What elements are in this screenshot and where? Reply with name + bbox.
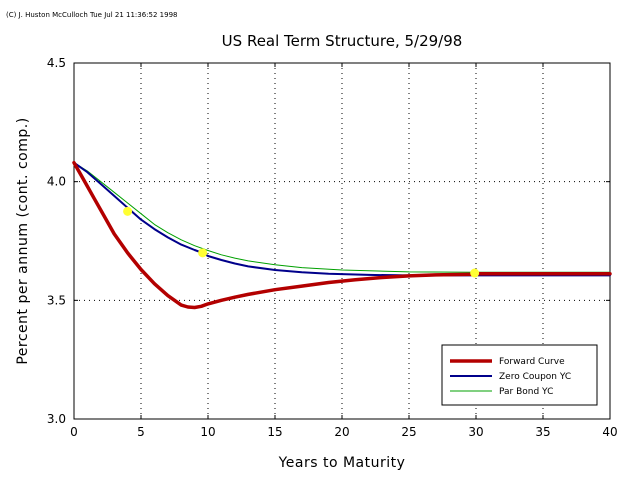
chart-title: US Real Term Structure, 5/29/98 <box>222 32 463 50</box>
legend-entry: Forward Curve <box>499 357 565 367</box>
copyright-notice: (C) J. Huston McCulloch Tue Jul 21 11:36… <box>6 11 177 19</box>
x-tick-label: 40 <box>602 425 617 439</box>
x-tick-label: 0 <box>70 425 78 439</box>
y-tick-label: 3.5 <box>47 293 66 307</box>
legend-entry: Par Bond YC <box>499 387 553 397</box>
legend: Forward Curve Zero Coupon YC Par Bond YC <box>441 344 598 406</box>
forward-curve-line <box>72 160 612 310</box>
y-axis-label: Percent per annum (cont. comp.) <box>15 117 31 364</box>
x-tick-label: 35 <box>535 425 550 439</box>
y-tick-label: 4.5 <box>47 56 66 70</box>
maturity-marker <box>198 248 208 258</box>
maturity-marker <box>123 206 133 216</box>
x-tick-label: 10 <box>200 425 215 439</box>
par-bond-yc-line <box>73 162 611 273</box>
y-tick-label: 3.0 <box>47 412 66 426</box>
zero-coupon-yc-line <box>73 161 611 277</box>
data-series <box>72 160 612 310</box>
x-axis-label: Years to Maturity <box>278 455 406 471</box>
x-tick-label: 30 <box>468 425 483 439</box>
data-markers <box>123 206 480 278</box>
x-tick-label: 20 <box>334 425 349 439</box>
x-tick-label: 15 <box>267 425 282 439</box>
x-tick-label: 25 <box>401 425 416 439</box>
x-tick-label: 5 <box>137 425 145 439</box>
maturity-marker <box>470 268 480 278</box>
legend-entry: Zero Coupon YC <box>499 372 571 382</box>
axis-ticks: 0 5 10 15 20 25 30 35 40 3.0 3.5 4.0 4.5 <box>47 56 618 439</box>
y-tick-label: 4.0 <box>47 175 66 189</box>
